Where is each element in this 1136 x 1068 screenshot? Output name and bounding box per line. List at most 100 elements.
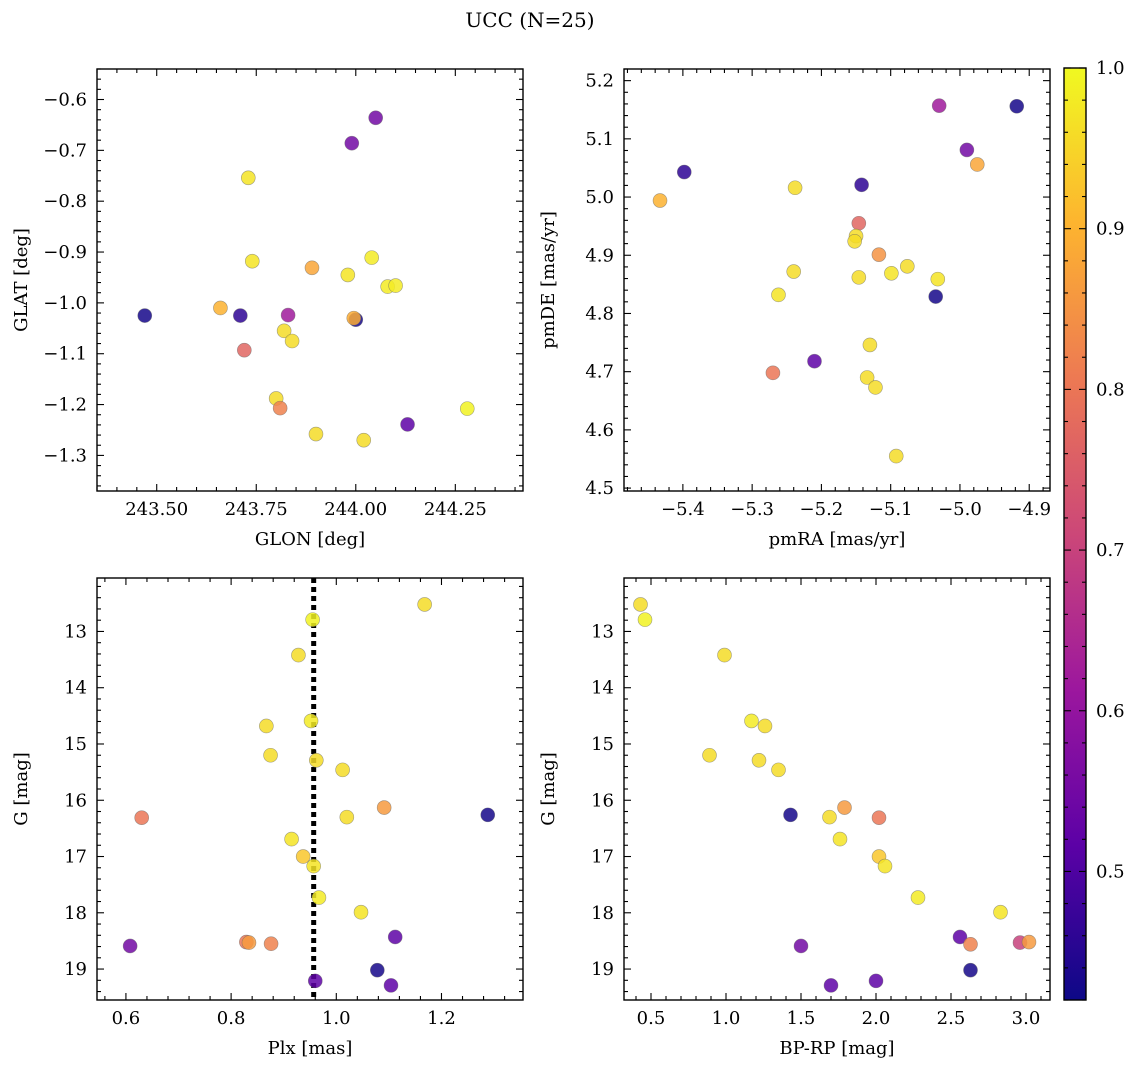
scatter-point [793,938,809,954]
scatter-point [305,612,320,627]
x-axis-label: Plx [mas] [268,1038,353,1059]
y-tick-label: 15 [64,734,87,755]
y-tick-label: −1.2 [43,395,87,416]
scatter-point [240,170,256,186]
scatter-point [862,337,878,353]
scatter-point [400,417,415,432]
scatter-point [308,426,324,442]
scatter-point [364,250,380,265]
scatter-point [910,890,926,905]
scatter-point [309,753,324,768]
scatter-point [339,809,355,825]
scatter-point [765,365,781,381]
y-tick-label: 18 [64,903,87,924]
scatter-point [237,342,252,358]
panel-plx-g: 0.6 0.8 1.0 1.2 13 14 15 16 17 18 19 Plx [mas] G [ma… [11,577,524,1059]
y-tick-label: 5.0 [585,187,614,208]
y-tick-label: −0.6 [43,90,87,111]
scatter-point [871,810,887,825]
x-tick-label: 1.2 [427,1008,456,1029]
y-axis-label: pmDE [mas/yr] [538,211,559,349]
scatter-point [993,904,1008,920]
scatter-point [370,962,385,978]
colorbar-tick-label: 0.6 [1096,701,1125,722]
scatter-point [263,936,279,952]
scatter-point [244,253,260,269]
scatter-point [1021,934,1037,950]
scatter-point [751,753,767,768]
scatter-point [356,432,372,448]
scatter-point [832,831,848,847]
scatter-point [304,260,320,276]
y-tick-label: 4.6 [585,420,614,441]
scatter-point [877,858,893,874]
scatter-point [771,287,786,303]
figure-title: UCC (N=25) [465,8,594,32]
scatter-point [757,718,773,734]
x-tick-label: −5.2 [800,499,844,520]
scatter-point [306,858,321,874]
y-tick-label: 15 [591,734,614,755]
x-tick-label: 1.5 [787,1008,816,1029]
y-tick-label: −0.8 [43,191,87,212]
y-tick-label: 14 [591,678,614,699]
scatter-point [213,300,228,316]
axes-frame [623,68,1051,492]
scatter-point [952,929,968,945]
y-axis-label: G [mag] [11,752,32,825]
colorbar-frame [1063,67,1087,1001]
scatter-point [303,713,319,729]
scatter-point [702,747,717,763]
scatter-point [637,612,653,627]
scatter-point [888,448,904,464]
scatter-point [241,935,257,950]
scatter-point [633,597,648,612]
scatter-point [851,270,867,285]
scatter-point [259,718,274,734]
y-tick-label: −1.3 [43,445,87,466]
y-tick-label: 19 [591,959,614,980]
x-tick-label: −5.4 [661,499,705,520]
y-tick-label: 17 [591,847,614,868]
x-tick-label: 2.0 [862,1008,891,1029]
y-tick-label: 4.8 [585,303,614,324]
axes-frame [96,577,524,1001]
panel-pmra-pmde: −5.4 −5.3 −5.2 −5.1 −5.0 −4.9 4.5 4.6 4.7 4.8 4.9 5… [538,68,1051,550]
y-tick-label: 13 [64,621,87,642]
panel-glon-glat: 243.50 243.75 244.00 244.25 −0.6 −0.7 −0.8 −0.9… [11,68,524,550]
scatter-point [353,904,369,920]
scatter-point [284,831,299,847]
colorbar-tick-label: 1.0 [1096,58,1125,79]
scatter-point [272,400,288,416]
colorbar-tick-label: 0.5 [1096,861,1125,882]
scatter-point [717,647,732,663]
x-tick-label: 1.0 [712,1008,741,1029]
x-tick-label: 244.00 [324,499,387,520]
scatter-point [346,310,362,326]
scatter-point [263,747,278,763]
x-tick-label: 243.75 [225,499,288,520]
scatter-point [871,247,887,262]
scatter-point [771,762,786,778]
x-tick-label: 3.0 [1012,1008,1041,1029]
scatter-point [295,849,311,864]
scatter-point [900,259,915,274]
scatter-point [676,164,692,180]
y-tick-label: 18 [591,903,614,924]
x-tick-label: 0.6 [112,1008,141,1029]
axes-frame [623,577,1051,1001]
scatter-point [787,180,803,196]
scatter-point [931,98,947,113]
scatter-point [387,929,403,945]
y-tick-label: 14 [64,678,87,699]
panel-bprp-g: 0.5 1.0 1.5 2.0 2.5 3.0 13 14 15 16 17 18 19 BP-RP [m… [538,577,1051,1059]
scatter-point [480,807,496,823]
scatter-point [884,266,899,281]
x-tick-label: 0.8 [217,1008,246,1029]
x-tick-label: 244.25 [424,499,487,520]
x-tick-label: −5.0 [938,499,982,520]
y-axis-label: GLAT [deg] [11,228,32,332]
scatter-point [930,271,946,287]
axes-frame [96,68,524,492]
